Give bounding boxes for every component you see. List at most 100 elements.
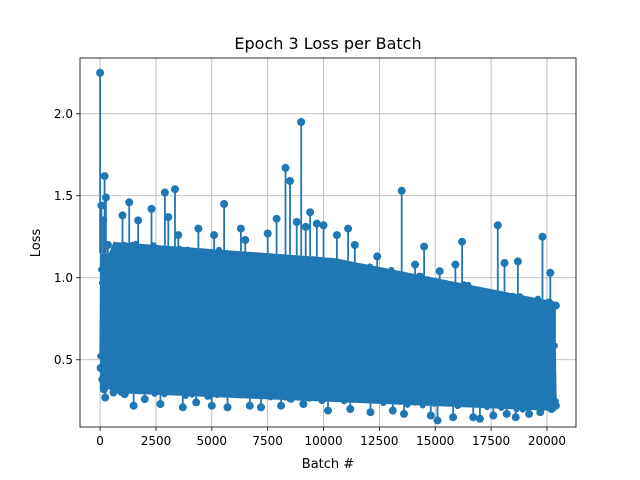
data-point-sample — [179, 377, 186, 384]
data-point-sample — [154, 340, 161, 347]
data-point-sample — [321, 267, 328, 274]
data-point-sample — [197, 382, 204, 389]
data-point-sample — [514, 387, 521, 394]
data-point-sample — [465, 281, 472, 288]
data-point-sample — [291, 390, 297, 397]
data-point-sample — [357, 273, 364, 279]
data-point — [397, 186, 406, 195]
data-point-sample — [379, 292, 386, 299]
data-point-sample — [400, 277, 407, 284]
data-point — [178, 403, 187, 412]
data-point — [120, 390, 129, 399]
data-point-sample — [256, 278, 263, 285]
data-point-sample — [481, 385, 488, 392]
data-point-sample — [352, 274, 359, 281]
data-point-sample — [317, 324, 324, 331]
data-point-sample — [146, 372, 153, 379]
data-point-sample — [221, 391, 228, 398]
data-point-sample — [131, 297, 138, 303]
data-point — [388, 406, 397, 415]
data-point-sample — [100, 310, 107, 316]
data-point-sample — [206, 258, 213, 265]
data-point-sample — [225, 269, 232, 275]
data-point — [140, 395, 149, 404]
data-point — [156, 400, 165, 408]
data-point-sample — [182, 393, 189, 399]
data-point-sample — [152, 280, 159, 287]
data-point-sample — [279, 272, 286, 279]
data-point-sample — [375, 387, 382, 394]
data-point — [286, 177, 294, 185]
data-point-sample — [214, 392, 221, 398]
data-point — [125, 198, 134, 207]
data-point-sample — [249, 390, 255, 397]
data-point-sample — [168, 373, 175, 379]
data-point-sample — [438, 400, 445, 407]
data-point-sample — [289, 275, 296, 282]
data-point-sample — [506, 303, 513, 310]
data-point-sample — [371, 302, 378, 309]
data-point-sample — [187, 372, 194, 379]
data-point-sample — [273, 273, 280, 280]
data-point-sample — [504, 388, 511, 395]
data-point-sample — [376, 275, 383, 282]
data-point-sample — [202, 388, 209, 395]
data-point — [160, 188, 169, 197]
data-point-sample — [216, 254, 223, 261]
data-point-sample — [456, 295, 463, 302]
data-point-sample — [419, 402, 426, 409]
data-point-sample — [530, 317, 537, 324]
data-point-sample — [356, 352, 363, 359]
data-point-sample — [158, 256, 165, 262]
data-point-sample — [526, 304, 533, 311]
data-point-sample — [303, 263, 310, 270]
data-point-sample — [378, 280, 385, 286]
data-point-sample — [410, 314, 417, 321]
data-point — [257, 403, 265, 412]
data-point-sample — [397, 284, 404, 291]
data-point — [306, 208, 315, 217]
data-point-sample — [413, 393, 420, 400]
data-point — [245, 401, 254, 410]
data-point — [210, 231, 219, 240]
data-point-sample — [122, 261, 129, 268]
data-point-sample — [496, 309, 503, 316]
data-point-sample — [101, 258, 108, 265]
data-point-sample — [502, 374, 508, 381]
data-point-sample — [266, 375, 273, 382]
data-point — [536, 408, 545, 417]
data-point-sample — [409, 391, 415, 398]
data-point-sample — [218, 374, 225, 381]
data-point-sample — [420, 288, 427, 295]
data-point — [546, 268, 555, 277]
data-point — [400, 409, 408, 418]
data-point-sample — [343, 269, 350, 276]
data-point — [420, 242, 429, 251]
data-point-sample — [523, 404, 530, 411]
data-point-sample — [524, 316, 531, 323]
data-point — [344, 224, 353, 233]
data-point-sample — [363, 285, 370, 292]
data-point-sample — [461, 300, 468, 307]
data-point-sample — [407, 336, 414, 343]
data-point — [220, 200, 229, 208]
x-tick-label: 20000 — [528, 434, 566, 448]
data-point-sample — [411, 399, 418, 406]
data-point-sample — [308, 271, 315, 278]
data-point-sample — [311, 378, 318, 384]
data-point-sample — [453, 283, 460, 289]
data-point-sample — [163, 248, 170, 255]
data-point-sample — [491, 298, 498, 305]
data-point-sample — [184, 246, 191, 253]
data-point-sample — [386, 360, 393, 367]
data-point — [346, 405, 355, 413]
data-point-sample — [510, 292, 516, 299]
data-point-sample — [468, 309, 474, 316]
data-point-sample — [527, 397, 534, 404]
data-point-sample — [412, 385, 419, 392]
data-point-sample — [425, 276, 432, 283]
data-point-sample — [108, 253, 115, 260]
data-point-sample — [264, 254, 271, 261]
data-point-sample — [232, 348, 239, 355]
